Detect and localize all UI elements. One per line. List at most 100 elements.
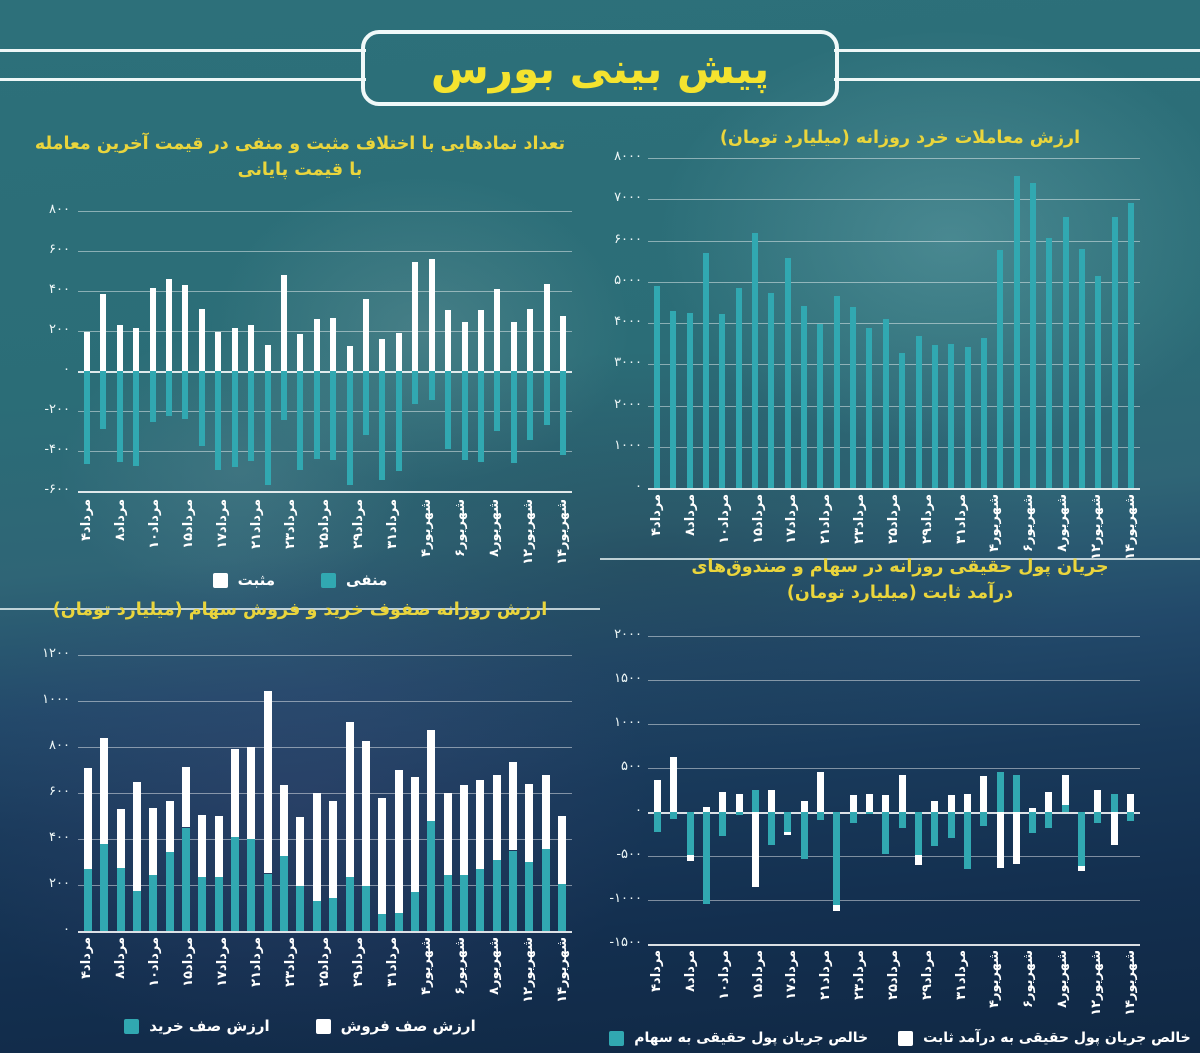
bar-segment <box>149 874 158 931</box>
bar-segment <box>817 812 825 820</box>
legend-label: ارزش صف خرید <box>149 1017 270 1035</box>
bar-segment <box>443 874 452 931</box>
bar-segment <box>980 812 988 827</box>
legend-label: خالص جریان پول حقیقی به سهام <box>634 1030 869 1046</box>
y-tick-label: ۱۵۰۰ <box>614 671 642 686</box>
sell-queue-swatch-icon <box>315 1018 331 1034</box>
gridline <box>648 768 1140 769</box>
bar-segment <box>395 371 402 471</box>
bar-segment <box>412 371 419 404</box>
bar-segment <box>768 790 776 812</box>
bar-segment <box>849 795 857 812</box>
bar-segment <box>345 721 354 877</box>
bar-segment <box>476 868 485 931</box>
bar-segment <box>1094 812 1102 824</box>
x-axis-label: مرداد۸ <box>113 499 128 541</box>
bar-segment <box>768 812 776 846</box>
bar-segment <box>510 322 517 371</box>
bar-segment <box>263 873 272 931</box>
bar-segment <box>560 316 566 371</box>
bar-segment <box>850 306 857 488</box>
bar-segment <box>133 781 142 891</box>
bar-segment <box>445 310 452 371</box>
y-tick-label: ۶۰۰ <box>49 242 70 257</box>
x-axis-label: شهریور۱۲ <box>1088 950 1104 1016</box>
bar-segment <box>898 812 906 828</box>
bar-segment <box>182 371 189 419</box>
x-axis: مرداد۴ مرداد۸ مرداد۱۰ مرداد۱۵ مرداد۱۷ مرداد۲۱… <box>648 950 1140 1030</box>
gridline <box>78 793 572 794</box>
bar-segment <box>412 262 419 371</box>
bar-segment <box>214 816 223 877</box>
bar-segment <box>931 800 939 812</box>
y-tick-label: ۰ <box>635 479 642 494</box>
bar-segment <box>866 327 873 488</box>
chart-title: ارزش روزانه صفوف خرید و فروش سهام (میلیا… <box>52 600 548 620</box>
x-axis-label: شهریور۴ <box>987 950 1003 1008</box>
bar-segment <box>800 812 808 859</box>
bar-segment <box>670 757 678 812</box>
bar-segment <box>898 775 906 812</box>
bar-segment <box>346 371 353 485</box>
buy-queue-swatch-icon <box>124 1018 140 1034</box>
x-axis-label: مرداد۲۹ <box>351 499 366 549</box>
bar-segment <box>84 332 90 371</box>
bar-segment <box>833 296 840 488</box>
bar-segment <box>84 371 90 464</box>
bar-segment <box>166 279 173 371</box>
bar-segment <box>116 867 125 931</box>
bar-segment <box>477 371 484 462</box>
bar-segment <box>345 876 354 931</box>
bar-segment <box>931 345 938 488</box>
gridline <box>648 281 1140 283</box>
x-axis-label: مرداد۲۵ <box>885 950 901 1000</box>
bar-segment <box>182 285 189 371</box>
bar-segment <box>100 843 109 931</box>
bar-segment <box>361 741 370 887</box>
bar-segment <box>719 812 727 836</box>
x-axis-label: شهریور۱۴ <box>555 937 570 1003</box>
bar-segment <box>899 352 906 488</box>
legend: ارزش صف خرید ارزش صف فروش <box>0 1017 600 1035</box>
y-tick-label: ۲۰۰۰ <box>614 396 642 412</box>
y-tick-label: ۱۰۰۰ <box>614 715 642 730</box>
bar-segment <box>882 318 889 488</box>
bar-segment <box>378 797 387 914</box>
bar-segment <box>280 275 287 371</box>
bar-segment <box>1094 790 1102 812</box>
gridline <box>78 291 572 292</box>
y-tick-label: ۸۰۰۰ <box>614 149 642 164</box>
x-axis-label: شهریور۱۲ <box>521 937 536 1003</box>
bar-segment <box>719 791 727 812</box>
bar-segment <box>215 371 222 470</box>
x-axis-label: مرداد۲۹ <box>919 950 935 1000</box>
bar-segment <box>703 253 710 488</box>
gridline <box>78 491 572 493</box>
bar-segment <box>543 284 550 371</box>
x-axis-label: مرداد۱۷ <box>215 499 230 549</box>
bar-segment <box>735 812 743 815</box>
bar-segment <box>263 690 272 874</box>
bar-segment <box>494 371 501 431</box>
gridline <box>648 240 1140 242</box>
y-axis: ۸۰۰۰ ۷۰۰۰ ۶۰۰۰ ۵۰۰۰ ۴۰۰۰ ۳۰۰۰ ۲۰۰۰ ۱۰۰۰ ۰ <box>600 149 642 494</box>
bar-segment <box>914 812 922 856</box>
gridline <box>648 158 1140 159</box>
bar-segment <box>1078 812 1086 866</box>
bar-segment <box>459 784 468 875</box>
x-axis-label: مرداد۱۰ <box>147 499 162 549</box>
y-tick-label: -۴۰۰ <box>44 442 70 457</box>
bar-segment <box>461 322 468 371</box>
bar-segment <box>752 233 759 488</box>
bar-segment <box>459 874 468 931</box>
bar-segment <box>702 812 710 905</box>
bar-segment <box>1095 275 1102 488</box>
bar-segment <box>686 812 694 856</box>
bar-segment <box>947 812 955 838</box>
bar-segment <box>996 771 1004 812</box>
bar-segment <box>866 794 874 812</box>
bar-segment <box>410 891 419 931</box>
legend-item: خالص جریان پول حقیقی به درآمد ثابت <box>898 1030 1191 1046</box>
y-tick-label: ۰ <box>63 922 70 937</box>
y-tick-label: ۰ <box>63 362 70 377</box>
